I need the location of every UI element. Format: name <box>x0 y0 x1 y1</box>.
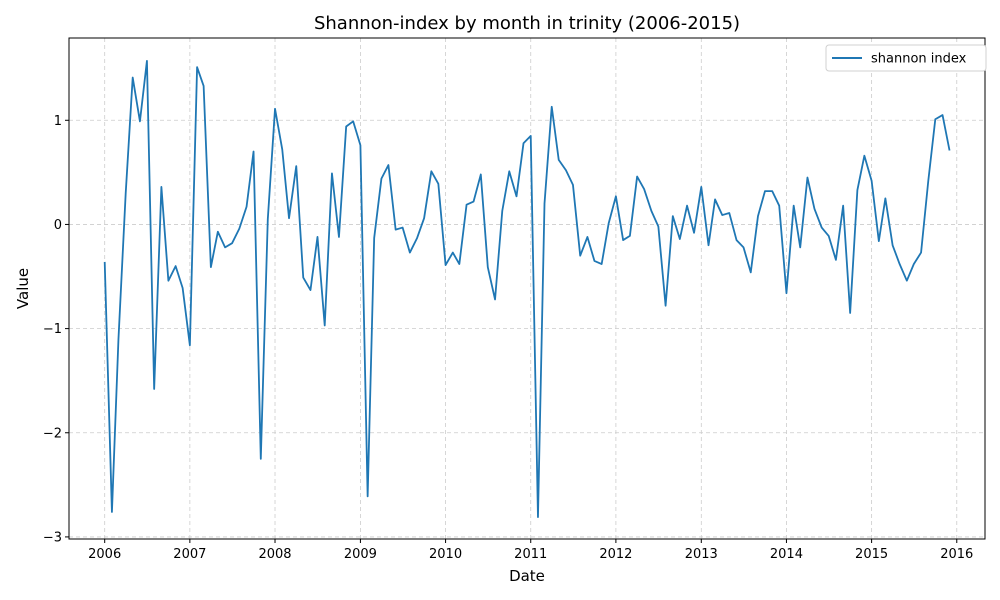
x-tick-label: 2009 <box>344 547 377 562</box>
x-tick-label: 2014 <box>770 547 803 562</box>
x-axis-label: Date <box>509 567 545 585</box>
y-tick-label: −1 <box>43 322 62 337</box>
plot-frame <box>68 37 986 540</box>
legend-box <box>825 44 987 72</box>
x-tick-label: 2007 <box>173 547 206 562</box>
grid-layer <box>69 38 985 539</box>
legend-label: shannon index <box>871 52 967 67</box>
chart-title: Shannon-index by month in trinity (2006-… <box>314 13 740 34</box>
series-line-shannon-index <box>103 60 951 519</box>
x-tick-label: 2006 <box>88 547 121 562</box>
x-tick-label: 2015 <box>855 547 888 562</box>
y-axis-label: Value <box>14 268 32 309</box>
x-tick-label: 2008 <box>258 547 291 562</box>
y-tick-label: −2 <box>43 426 62 441</box>
legend: shannon index <box>825 44 987 72</box>
tick-layer: 2006 2007 2008 2009 2010 2011 2012 2013 2014 2015… <box>43 114 973 562</box>
x-tick-label: 2012 <box>599 547 632 562</box>
x-tick-label: 2013 <box>685 547 718 562</box>
x-tick-label: 2016 <box>940 547 973 562</box>
y-tick-label: −3 <box>43 530 62 545</box>
x-tick-label: 2011 <box>514 547 547 562</box>
y-tick-label: 1 <box>54 114 62 129</box>
y-tick-label: 0 <box>54 218 62 233</box>
x-tick-label: 2010 <box>429 547 462 562</box>
